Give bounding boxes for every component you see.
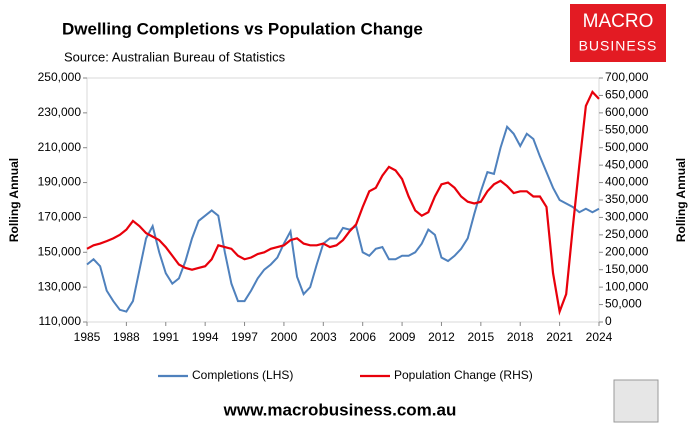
chart-title: Dwelling Completions vs Population Chang…: [62, 19, 423, 38]
logo-text: BUSINESS: [579, 38, 658, 54]
tick-label: 650,000: [605, 88, 649, 102]
x-tick-label: 1997: [231, 330, 258, 344]
x-tick-label: 2024: [586, 330, 613, 344]
series-line: [86, 90, 600, 316]
legend-label: Population Change (RHS): [394, 368, 533, 382]
tick-label: 500,000: [605, 140, 649, 154]
x-tick-label: 2003: [310, 330, 337, 344]
series-line: [86, 124, 600, 313]
tick-label: 230,000: [38, 105, 82, 119]
y2-axis-label: Rolling Annual: [674, 158, 688, 242]
tick-label: 50,000: [605, 297, 642, 311]
x-tick-label: 1988: [113, 330, 140, 344]
logo-text: MACRO: [583, 11, 654, 32]
x-tick-label: 2018: [507, 330, 534, 344]
tick-label: 190,000: [38, 175, 82, 189]
x-tick-label: 2012: [428, 330, 455, 344]
logo-image: [613, 379, 659, 423]
tick-label: 300,000: [605, 210, 649, 224]
x-tick-label: 1991: [152, 330, 179, 344]
tick-label: 250,000: [38, 70, 82, 84]
tick-label: 200,000: [605, 244, 649, 258]
tick-label: 110,000: [39, 314, 82, 328]
x-tick-label: 2015: [467, 330, 494, 344]
x-tick-label: 2009: [389, 330, 416, 344]
x-tick-label: 1985: [74, 330, 101, 344]
tick-label: 600,000: [605, 105, 649, 119]
tick-label: 100,000: [605, 279, 649, 293]
chart-subtitle: Source: Australian Bureau of Statistics: [64, 49, 286, 64]
tick-label: 400,000: [605, 175, 649, 189]
footer: www.macrobusiness.com.au: [223, 400, 457, 419]
tick-label: 550,000: [605, 122, 649, 136]
legend-label: Completions (LHS): [192, 368, 293, 382]
x-tick-label: 2000: [271, 330, 298, 344]
x-tick-label: 1994: [192, 330, 219, 344]
logo-box: [570, 4, 666, 62]
tick-label: 250,000: [605, 227, 649, 241]
tick-label: 170,000: [38, 210, 82, 224]
x-tick-label: 2006: [349, 330, 376, 344]
x-tick-label: 2021: [546, 330, 573, 344]
tick-label: 450,000: [605, 157, 649, 171]
tick-label: 150,000: [38, 244, 82, 258]
y-axis-label: Rolling Annual: [7, 158, 21, 242]
tick-label: 0: [605, 314, 612, 328]
tick-label: 700,000: [605, 70, 649, 84]
tick-label: 210,000: [38, 140, 82, 154]
tick-label: 150,000: [605, 262, 649, 276]
tick-label: 350,000: [605, 192, 649, 206]
tick-label: 130,000: [38, 279, 82, 293]
